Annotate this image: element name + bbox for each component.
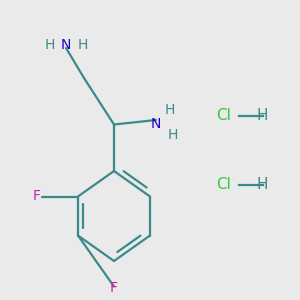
Text: H: H (256, 108, 268, 123)
Text: H: H (167, 128, 178, 142)
Text: N: N (61, 38, 71, 52)
Text: H: H (256, 177, 268, 192)
Text: F: F (32, 190, 40, 203)
Text: H: H (77, 38, 88, 52)
Text: H: H (44, 38, 55, 52)
Text: H: H (164, 103, 175, 116)
Text: Cl: Cl (216, 177, 231, 192)
Text: F: F (110, 281, 118, 295)
Text: Cl: Cl (216, 108, 231, 123)
Text: N: N (151, 118, 161, 131)
